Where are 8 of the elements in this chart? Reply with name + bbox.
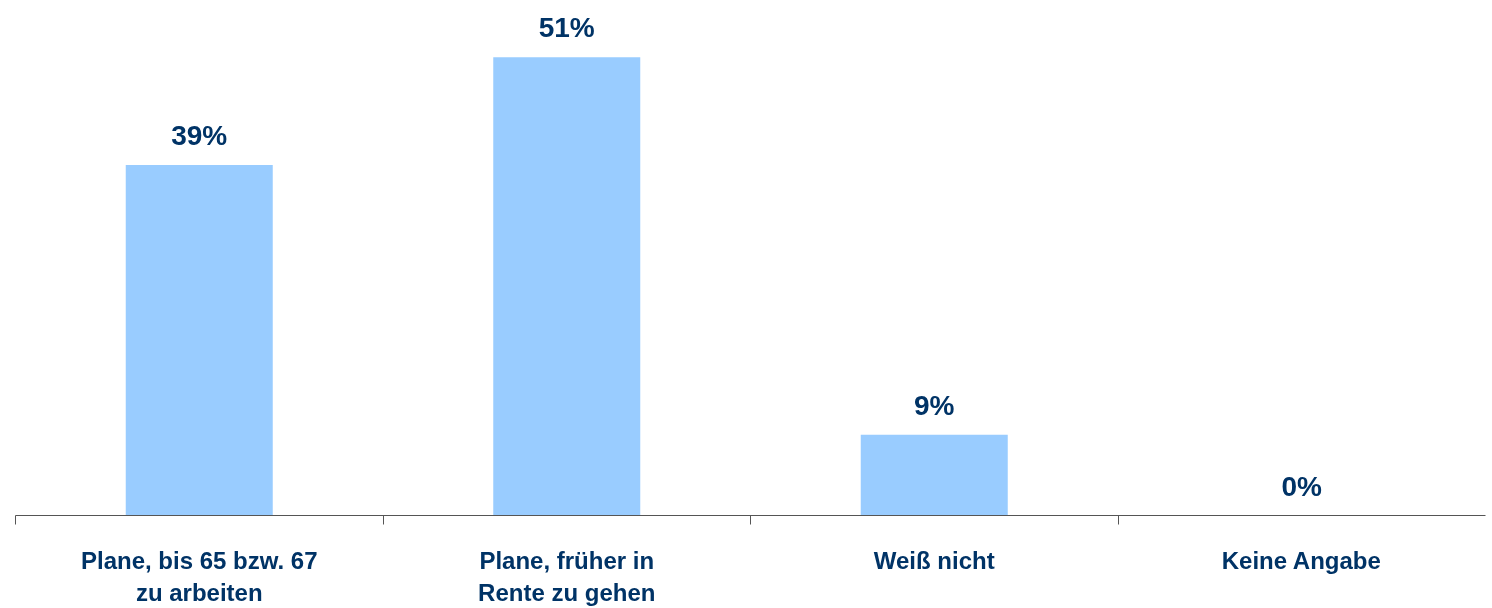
- data-label: 51%: [538, 12, 595, 44]
- x-tick-label: Plane, bis 65 bzw. 67 zu arbeiten: [80, 546, 318, 606]
- data-label: 39%: [171, 120, 228, 152]
- data-label: 9%: [914, 389, 955, 421]
- x-tick-label: Plane, früher in Rente zu gehen: [478, 546, 656, 606]
- data-label: 0%: [1281, 470, 1323, 502]
- x-tick-label: Weiß nicht: [873, 546, 995, 574]
- x-tick-label: Keine Angabe: [1221, 546, 1381, 574]
